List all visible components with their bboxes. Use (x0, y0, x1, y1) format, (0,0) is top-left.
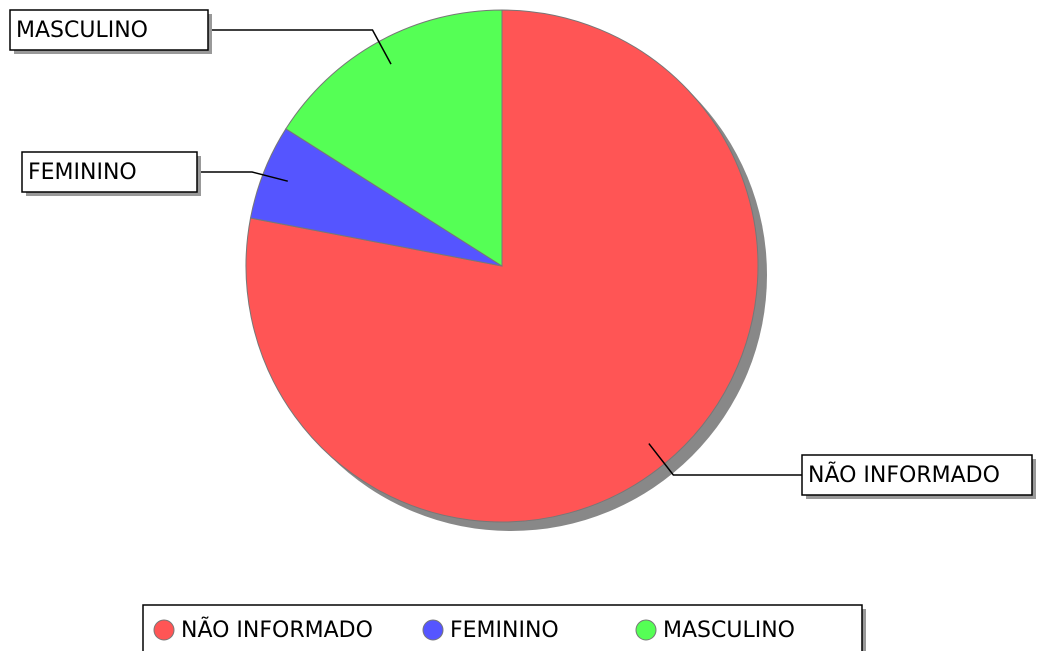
legend-label: NÃO INFORMADO (181, 616, 373, 643)
labels: NÃO INFORMADO FEMININO MASCULINO (9, 9, 1036, 499)
legend-box (142, 604, 863, 651)
slice-label: MASCULINO (16, 18, 148, 43)
label-box (21, 151, 198, 193)
label-box (9, 9, 209, 51)
leader-line (208, 29, 392, 65)
legend-swatch (153, 619, 175, 641)
label-box (801, 454, 1033, 496)
legend-label: MASCULINO (663, 618, 795, 643)
legend-swatch (422, 619, 444, 641)
slice-label: FEMININO (28, 160, 137, 185)
legend: NÃO INFORMADO FEMININO MASCULINO (142, 604, 866, 651)
leader-line (197, 171, 288, 182)
legend-swatch (635, 619, 657, 641)
slice-label: NÃO INFORMADO (808, 461, 1000, 488)
legend-label: FEMININO (450, 618, 559, 643)
pie (245, 9, 759, 523)
leader-line (648, 443, 802, 476)
